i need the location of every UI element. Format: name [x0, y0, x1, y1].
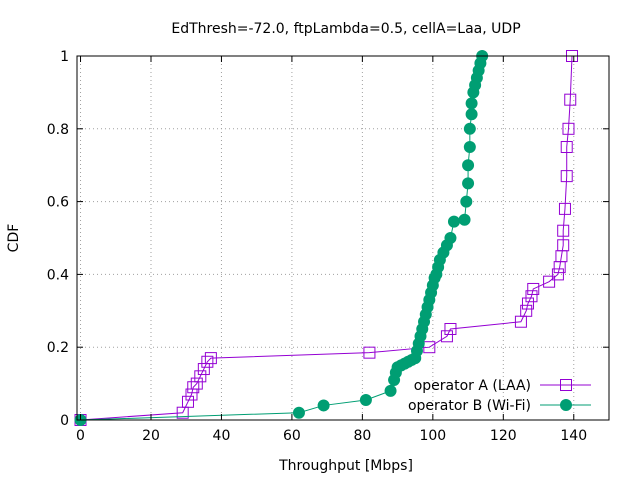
chart-title: EdThresh=-72.0, ftpLambda=0.5, cellA=Laa… [171, 21, 520, 37]
data-point [460, 195, 473, 208]
data-point [462, 177, 475, 190]
series-line [80, 55, 573, 421]
x-tick-label: 20 [142, 428, 160, 444]
legend-label: operator B (Wi-Fi) [408, 398, 531, 414]
data-point [292, 406, 305, 419]
x-tick-label: 0 [76, 428, 85, 444]
data-point [423, 341, 436, 354]
series-operator-a [74, 50, 579, 426]
data-point [521, 297, 534, 310]
x-tick-label: 140 [560, 428, 587, 444]
data-point [444, 232, 457, 244]
data-point [465, 108, 478, 121]
data-point [187, 381, 200, 394]
x-tick-label: 40 [213, 428, 231, 444]
legend-label: operator A (LAA) [414, 378, 531, 394]
data-point [564, 93, 577, 106]
x-tick-label: 60 [283, 428, 301, 444]
y-tick-label: 0.4 [47, 267, 69, 283]
data-point [560, 170, 573, 183]
data-point [525, 290, 538, 303]
data-point [465, 97, 478, 110]
data-point [181, 395, 194, 408]
data-point [520, 304, 533, 317]
data-point [194, 370, 207, 383]
legend: operator A (LAA) operator B (Wi-Fi) [408, 378, 591, 414]
data-point [201, 355, 214, 368]
y-tick-label: 0 [60, 413, 69, 429]
x-tick-label: 100 [419, 428, 446, 444]
data-point [197, 363, 210, 376]
y-tick-label: 1 [60, 49, 69, 65]
series-line [80, 55, 483, 421]
data-point [560, 141, 573, 153]
plot-frame [76, 55, 610, 421]
data-point [527, 282, 540, 295]
legend-marker [560, 399, 572, 411]
grid-lines [77, 55, 609, 421]
y-tick-label: 0.2 [47, 340, 69, 356]
data-point [190, 377, 203, 390]
y-tick-label: 0.6 [47, 195, 69, 211]
data-point [463, 122, 476, 135]
data-point [447, 215, 460, 228]
data-point [440, 330, 453, 343]
data-point [551, 268, 564, 281]
y-tick-label: 0.8 [47, 122, 69, 138]
data-point [557, 239, 570, 252]
plot-series [74, 50, 579, 426]
data-point [562, 122, 575, 135]
legend-item: operator A (LAA) [414, 378, 591, 394]
data-point [363, 346, 376, 359]
series-operator-b [74, 50, 489, 426]
data-point [317, 399, 330, 412]
y-axis-label: CDF [6, 224, 22, 253]
data-point [463, 141, 476, 153]
data-point [384, 384, 397, 397]
data-point [458, 213, 471, 226]
legend-item: operator B (Wi-Fi) [408, 398, 591, 414]
x-tick-label: 120 [490, 428, 517, 444]
data-point [444, 323, 457, 335]
data-point [557, 224, 570, 237]
data-point [543, 275, 556, 288]
data-point [462, 159, 475, 172]
data-point [204, 352, 217, 365]
x-axis-label: Throughput [Mbps] [278, 458, 413, 474]
axis-ticks: 0 20 40 60 80 100 120 140 0 0.2 0.4 0.6 0.8 1 [47, 49, 609, 444]
legend-marker [560, 379, 572, 391]
data-point [558, 202, 571, 215]
data-point [359, 393, 372, 406]
x-tick-label: 80 [353, 428, 371, 444]
